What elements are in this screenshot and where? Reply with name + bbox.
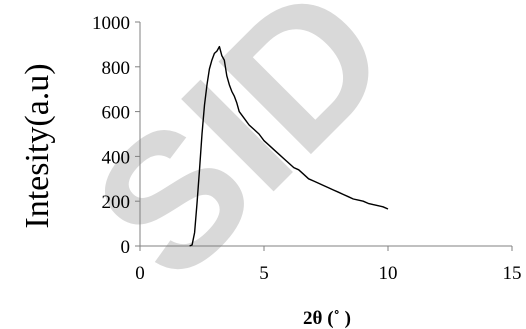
series-line-0 xyxy=(189,45,389,247)
x-tick-label: 0 xyxy=(135,263,145,284)
x-axis-title: 2θ (˚ ) xyxy=(303,308,351,329)
axes xyxy=(139,22,512,247)
y-tick-label: 400 xyxy=(102,147,131,168)
y-tick-label: 0 xyxy=(121,237,131,258)
x-tick-label: 15 xyxy=(503,263,522,284)
x-tick-label: 10 xyxy=(379,263,398,284)
ticks: 0 200 400 600 800 1000 0 5 10 15 xyxy=(92,13,522,284)
x-tick-label: 5 xyxy=(259,263,269,284)
y-tick-label: 800 xyxy=(102,58,131,79)
y-axis-title: Intesity(a.u) xyxy=(19,63,56,228)
series xyxy=(189,45,389,247)
y-tick-label: 200 xyxy=(102,192,131,213)
y-tick-label: 1000 xyxy=(92,13,130,34)
y-tick-label: 600 xyxy=(102,103,131,124)
